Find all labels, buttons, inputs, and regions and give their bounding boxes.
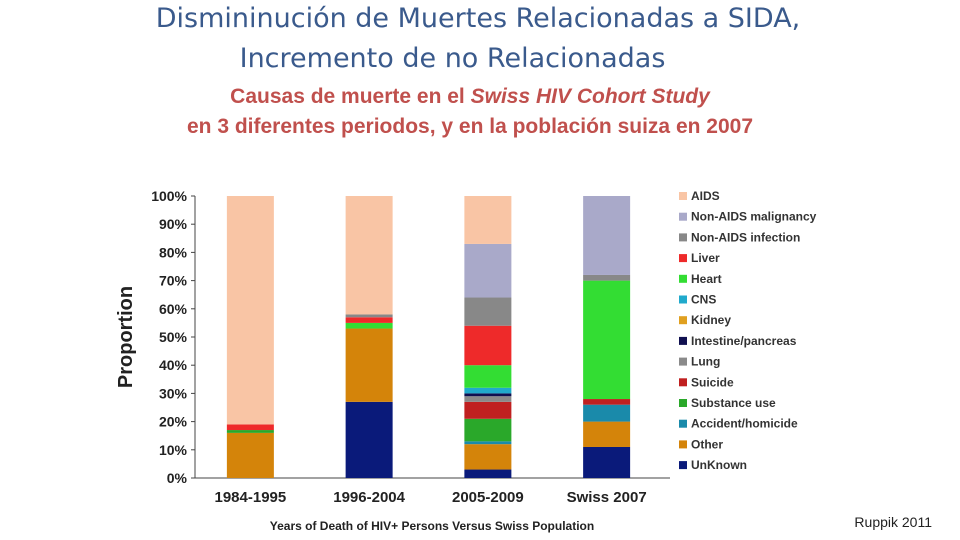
y-tick-label: 100% — [151, 188, 187, 204]
bar-segment-non-aids-infection — [583, 274, 631, 281]
y-tick-label: 40% — [159, 357, 188, 373]
y-tick-label: 70% — [159, 273, 188, 289]
y-tick-label: 20% — [159, 414, 188, 430]
legend-label: Suicide — [691, 375, 734, 389]
y-tick-label: 10% — [159, 442, 188, 458]
bar-segment-non-aids-malignancy — [583, 196, 631, 275]
subtitle-line-1: Causas de muerte en el Swiss HIV Cohort … — [0, 85, 940, 109]
legend-swatch-non-aids-malignancy — [679, 212, 687, 221]
bar-segment-accident-homicide — [464, 441, 512, 445]
subtitle-study-name: Swiss HIV Cohort Study — [470, 85, 710, 108]
bar-segment-aids — [345, 196, 393, 315]
source-credit: Ruppik 2011 — [854, 514, 932, 530]
bar-segment-intestine-pancreas — [464, 393, 512, 397]
subtitle-line-2: en 3 diferentes periodos, y en la poblac… — [186, 115, 753, 138]
bar-segment-heart — [464, 365, 512, 388]
bar-segment-unknown — [345, 401, 393, 478]
legend-swatch-cns — [679, 295, 687, 304]
bar-segment-suicide — [464, 401, 512, 419]
legend-swatch-unknown — [679, 461, 687, 470]
legend-label: Liver — [691, 251, 720, 265]
y-tick-label: 60% — [159, 301, 188, 317]
bar-segment-other — [583, 421, 631, 447]
legend-swatch-lung — [679, 357, 687, 366]
y-tick-label: 50% — [159, 329, 188, 345]
bar-segment-unknown — [464, 469, 512, 478]
bar-segment-non-aids-infection — [464, 297, 512, 326]
legend-swatch-suicide — [679, 378, 687, 387]
legend-swatch-substance-use — [679, 399, 687, 407]
bar-segment-substance-use — [464, 418, 512, 442]
legend-label: Lung — [691, 355, 720, 369]
legend-swatch-aids — [679, 192, 687, 200]
bar-segment-liver — [226, 424, 274, 431]
bar-segment-other — [345, 328, 393, 402]
bar-segment-suicide — [583, 399, 631, 405]
legend-label: Non-AIDS malignancy — [691, 210, 817, 224]
legend-label: UnKnown — [691, 458, 747, 472]
legend-label: Substance use — [691, 396, 776, 410]
bar-segment-unknown — [583, 446, 631, 478]
legend-label: Other — [691, 437, 723, 451]
x-tick-label: 1984-1995 — [215, 489, 287, 506]
page-title-line-2: Incremento de no Relacionadas — [239, 43, 666, 74]
x-tick-label: Swiss 2007 — [567, 489, 647, 506]
bar-segment-liver — [464, 325, 512, 366]
y-tick-label: 30% — [159, 385, 188, 401]
bar-segment-heart — [583, 280, 631, 400]
legend-swatch-intestine-pancreas — [679, 336, 687, 345]
page-title-line-1: Dismininución de Muertes Relacionadas a … — [155, 3, 801, 34]
legend-label: CNS — [691, 293, 716, 307]
y-tick-label: 0% — [167, 470, 188, 486]
bar-segment-aids — [464, 196, 512, 244]
bar-segment-aids — [226, 196, 274, 425]
bar-segment-substance-use — [226, 430, 274, 433]
legend-label: Non-AIDS infection — [691, 230, 800, 244]
y-tick-label: 90% — [159, 216, 188, 232]
y-tick-label: 80% — [159, 244, 188, 260]
y-axis-title: Proportion — [115, 286, 137, 388]
subtitle-text: Causas de muerte en el — [230, 85, 471, 108]
bar-segment-heart — [345, 322, 393, 329]
legend-label: AIDS — [691, 189, 720, 203]
bar-segment-non-aids-malignancy — [464, 243, 512, 298]
bar-segment-non-aids-infection — [345, 314, 393, 318]
legend-label: Accident/homicide — [691, 417, 798, 431]
bar-segment-other — [464, 444, 512, 470]
x-axis-title: Years of Death of HIV+ Persons Versus Sw… — [270, 519, 594, 533]
x-tick-label: 2005-2009 — [452, 489, 524, 506]
bar-segment-cns — [464, 387, 512, 394]
legend-label: Intestine/pancreas — [691, 334, 797, 348]
legend-label: Heart — [691, 272, 722, 286]
legend-swatch-other — [679, 440, 687, 449]
bar-segment-lung — [464, 396, 512, 402]
legend-swatch-heart — [679, 274, 687, 283]
legend-swatch-liver — [679, 254, 687, 263]
bar-segment-other — [226, 432, 274, 478]
legend-swatch-non-aids-infection — [679, 233, 687, 242]
legend-label: Kidney — [691, 313, 731, 327]
legend-swatch-accident-homicide — [679, 419, 687, 428]
bar-segment-liver — [345, 317, 393, 323]
x-tick-label: 1996-2004 — [333, 489, 405, 506]
bar-segment-accident-homicide — [583, 404, 631, 422]
legend-swatch-kidney — [679, 316, 687, 325]
